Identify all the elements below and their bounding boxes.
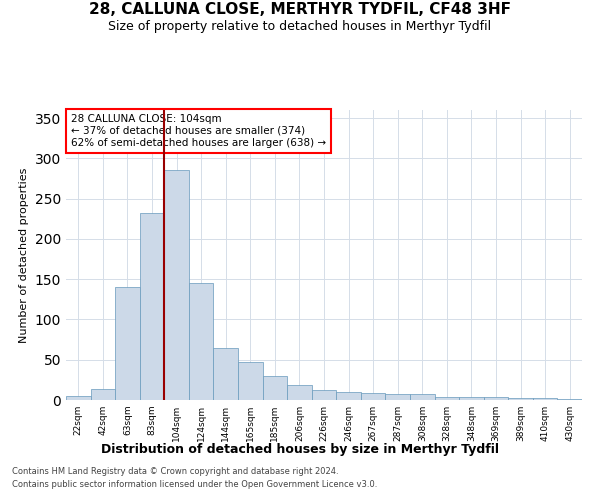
Y-axis label: Number of detached properties: Number of detached properties (19, 168, 29, 342)
Bar (533, 398, 557, 400)
Bar (361, 393, 385, 400)
Bar (557, 399, 582, 400)
Text: Size of property relative to detached houses in Merthyr Tydfil: Size of property relative to detached ho… (109, 20, 491, 33)
Bar (164, 170, 189, 400)
Text: Contains public sector information licensed under the Open Government Licence v3: Contains public sector information licen… (12, 480, 377, 489)
Bar (336, 392, 361, 400)
Bar (287, 384, 312, 400)
Bar (385, 394, 410, 400)
Bar (214, 348, 238, 400)
Bar (434, 397, 459, 400)
Bar (140, 213, 164, 400)
Bar (115, 287, 140, 400)
Bar (91, 388, 115, 400)
Bar (189, 283, 214, 400)
Bar (238, 362, 263, 400)
Bar (508, 398, 533, 400)
Text: Contains HM Land Registry data © Crown copyright and database right 2024.: Contains HM Land Registry data © Crown c… (12, 467, 338, 476)
Bar (312, 390, 336, 400)
Text: 28, CALLUNA CLOSE, MERTHYR TYDFIL, CF48 3HF: 28, CALLUNA CLOSE, MERTHYR TYDFIL, CF48 … (89, 2, 511, 18)
Bar (263, 376, 287, 400)
Text: Distribution of detached houses by size in Merthyr Tydfil: Distribution of detached houses by size … (101, 442, 499, 456)
Bar (66, 396, 91, 400)
Bar (459, 397, 484, 400)
Text: 28 CALLUNA CLOSE: 104sqm
← 37% of detached houses are smaller (374)
62% of semi-: 28 CALLUNA CLOSE: 104sqm ← 37% of detach… (71, 114, 326, 148)
Bar (484, 397, 508, 400)
Bar (410, 394, 434, 400)
